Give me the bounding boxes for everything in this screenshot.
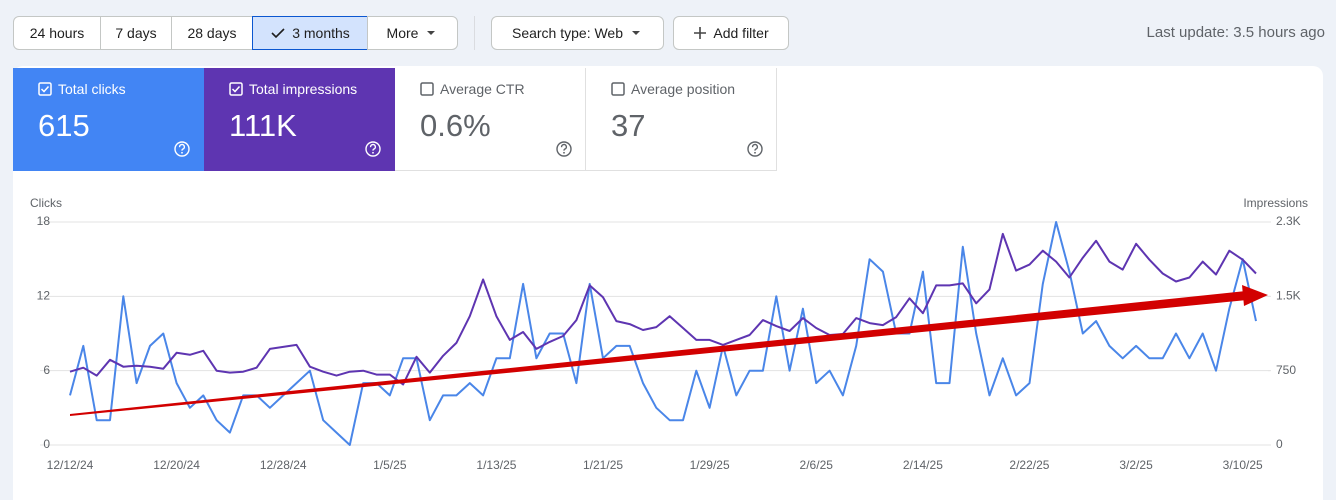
y-tick-label: 12 — [37, 289, 51, 303]
card-header: Average CTR — [420, 81, 525, 97]
plus-icon — [694, 27, 707, 39]
button-label: More — [386, 25, 419, 41]
metric-card[interactable]: Average position 37 — [586, 68, 777, 171]
y-tick-label: 0 — [43, 437, 50, 451]
x-tick-label: 2/22/25 — [1009, 458, 1049, 472]
card-label: Average position — [631, 81, 736, 97]
button-label: Add filter — [713, 25, 769, 41]
button-label: 3 months — [292, 25, 350, 41]
y2-axis-title: Impressions — [1243, 196, 1308, 210]
last-update: Last update: 3.5 hours ago — [1146, 24, 1325, 41]
x-tick-label: 2/6/25 — [800, 458, 834, 472]
range-button[interactable]: 28 days — [171, 16, 253, 50]
checkbox[interactable] — [38, 82, 52, 96]
series-line — [69, 232, 1257, 386]
help-icon[interactable] — [173, 140, 191, 158]
divider — [474, 16, 475, 50]
x-tick-label: 1/5/25 — [373, 458, 407, 472]
metric-card[interactable]: Average CTR 0.6% — [395, 68, 586, 171]
card-value: 0.6% — [420, 108, 491, 143]
series-line — [69, 221, 1257, 446]
metric-card[interactable]: Total impressions 111K — [204, 68, 395, 171]
checkbox[interactable] — [611, 82, 625, 96]
dropdown-icon — [427, 31, 436, 35]
help-icon[interactable] — [364, 140, 382, 158]
card-label: Average CTR — [440, 81, 525, 97]
x-tick-label: 1/13/25 — [476, 458, 516, 472]
x-tick-label: 3/10/25 — [1223, 458, 1263, 472]
x-tick-label: 1/29/25 — [690, 458, 730, 472]
add-filter-button[interactable]: Add filter — [673, 16, 789, 50]
trend-arrow — [70, 291, 1247, 416]
x-tick-label: 2/14/25 — [903, 458, 943, 472]
button-label: Search type: Web — [511, 25, 624, 41]
button-label: 7 days — [115, 25, 157, 41]
help-icon[interactable] — [746, 140, 764, 158]
dropdown-icon — [632, 31, 641, 35]
y-axis-title: Clicks — [30, 196, 62, 210]
card-label: Total clicks — [58, 81, 126, 97]
card-header: Average position — [611, 81, 735, 97]
x-tick-label: 12/28/24 — [260, 458, 307, 472]
x-tick-label: 1/21/25 — [583, 458, 623, 472]
x-tick-label: 12/20/24 — [153, 458, 200, 472]
button-label: 24 hours — [29, 25, 85, 41]
y2-tick-label: 750 — [1276, 363, 1296, 377]
card-value: 111K — [229, 108, 297, 143]
card-label: Total impressions — [249, 81, 358, 97]
card-value: 37 — [611, 108, 646, 143]
range-button[interactable]: 24 hours — [13, 16, 101, 50]
card-header: Total clicks — [38, 81, 126, 97]
trend-arrowhead — [1242, 285, 1268, 306]
y2-tick-label: 2.3K — [1276, 214, 1301, 228]
more-button[interactable]: More — [367, 16, 458, 50]
card-header: Total impressions — [229, 81, 357, 97]
card-value: 615 — [38, 108, 90, 143]
y-tick-label: 18 — [37, 214, 51, 228]
y2-tick-label: 1.5K — [1276, 289, 1301, 303]
metric-card[interactable]: Total clicks 615 — [13, 68, 204, 171]
help-icon[interactable] — [555, 140, 573, 158]
x-tick-label: 12/12/24 — [47, 458, 94, 472]
y-tick-label: 6 — [43, 363, 50, 377]
y2-tick-label: 0 — [1276, 437, 1283, 451]
search-type-button[interactable]: Search type: Web — [491, 16, 664, 50]
x-tick-label: 3/2/25 — [1119, 458, 1153, 472]
checkbox[interactable] — [229, 82, 243, 96]
button-label: 28 days — [187, 25, 237, 41]
checkbox[interactable] — [420, 82, 434, 96]
check-icon — [271, 28, 285, 39]
